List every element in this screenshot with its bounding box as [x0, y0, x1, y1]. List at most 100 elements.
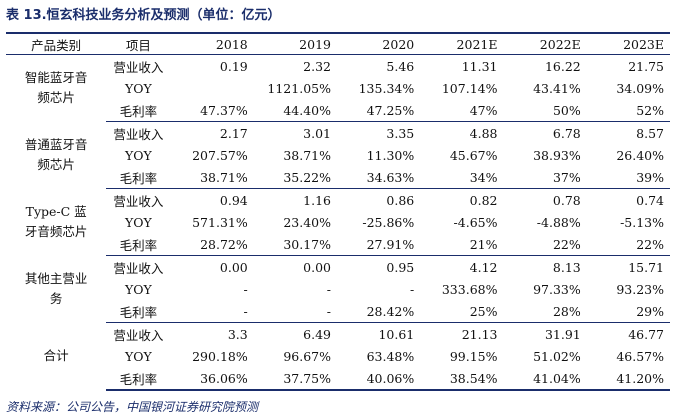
value-cell: 2.32: [303, 58, 331, 74]
header-cell-item: 项目: [106, 32, 171, 55]
value-cell: 22%: [503, 233, 587, 256]
value-cell: 3.01: [303, 125, 331, 141]
value-cell: 99.15%: [449, 348, 498, 364]
value-cell: 4.12: [469, 259, 498, 275]
table-row: 智能蓝牙音频芯片 营业收入 0.19 2.32 5.46 11.31 16.22 21.75: [6, 55, 670, 106]
value-cell: 2.17: [219, 125, 248, 141]
table-row: 毛利率 47.37% 44.40% 47.25% 47% 50% 52%: [6, 99, 670, 122]
table-row: YOY 571.31% 23.40% -25.86% -4.65% -4.88% -5.13…: [6, 211, 670, 233]
value-cell: 11.30%: [366, 147, 415, 163]
value-cell: 0.95: [386, 259, 415, 275]
value-cell: 11.31: [461, 58, 498, 74]
table-row: YOY 1121.05% 135.34% 107.14% 43.41% 34.09%: [6, 77, 670, 99]
value-cell: 97.33%: [533, 281, 581, 297]
table-row: 毛利率 36.06% 37.75% 40.06% 38.54% 41.04% 41.20%: [6, 367, 670, 391]
value-cell: 37%: [503, 166, 587, 189]
value-cell: 40.06%: [336, 367, 421, 391]
value-cell: 50%: [503, 99, 587, 122]
value-cell: 47.25%: [336, 99, 421, 122]
table-row: 毛利率 28.72% 30.17% 27.91% 21% 22% 22%: [6, 233, 670, 256]
value-cell: 29%: [586, 300, 670, 323]
item-cell: YOY: [125, 147, 152, 163]
value-cell: 31.91: [544, 326, 581, 342]
value-cell: 0.78: [552, 192, 581, 208]
table-row: 其他主营业务 营业收入 0.00 0.00 0.95 4.12 8.13 15.71: [6, 256, 670, 307]
value-cell: 43.41%: [533, 80, 581, 96]
item-cell: 营业收入: [113, 126, 164, 142]
value-cell: 0.00: [219, 259, 248, 275]
value-cell: 45.67%: [449, 147, 498, 163]
value-cell: 10.61: [378, 326, 415, 342]
value-cell: 6.78: [552, 125, 581, 141]
header-cell-2019: 2019: [253, 32, 337, 55]
value-cell: -4.88%: [536, 214, 581, 230]
value-cell: 16.22: [544, 58, 581, 74]
value-cell: 21.13: [461, 326, 498, 342]
category-cell: 合计: [43, 348, 69, 364]
value-cell: 35.22%: [253, 166, 337, 189]
value-cell: 34.09%: [616, 80, 664, 96]
value-cell: 27.91%: [336, 233, 421, 256]
value-cell: 0.19: [219, 58, 248, 74]
value-cell: 0.74: [636, 192, 664, 208]
value-cell: 8.57: [636, 125, 664, 141]
value-cell: -: [243, 281, 248, 297]
value-cell: 44.40%: [253, 99, 337, 122]
value-cell: 26.40%: [616, 147, 664, 163]
value-cell: 41.20%: [586, 367, 670, 391]
value-cell: 52%: [586, 99, 670, 122]
header-cell-2022e: 2022E: [503, 32, 587, 55]
item-cell: 营业收入: [113, 260, 164, 276]
value-cell: 46.57%: [616, 348, 664, 364]
value-cell: 38.93%: [533, 147, 581, 163]
item-cell: 营业收入: [113, 327, 164, 343]
value-cell: 1121.05%: [267, 80, 331, 96]
value-cell: 63.48%: [366, 348, 415, 364]
value-cell: 1.16: [303, 192, 331, 208]
value-cell: -: [326, 281, 331, 297]
item-cell: 毛利率: [106, 233, 171, 256]
value-cell: 15.71: [628, 259, 664, 275]
value-cell: 207.57%: [192, 147, 248, 163]
item-cell: 毛利率: [106, 300, 171, 323]
category-cell: Type-C 蓝牙音频芯片: [24, 204, 88, 239]
value-cell: 3.3: [227, 326, 248, 342]
item-cell: YOY: [125, 348, 152, 364]
item-cell: 毛利率: [106, 166, 171, 189]
header-cell-2023e: 2023E: [586, 32, 670, 55]
value-cell: 5.46: [386, 58, 415, 74]
table-row: Type-C 蓝牙音频芯片 营业收入 0.94 1.16 0.86 0.82 0.78 0.7…: [6, 189, 670, 240]
value-cell: 23.40%: [283, 214, 331, 230]
value-cell: 0.86: [386, 192, 415, 208]
table-title: 表 13.恒玄科技业务分析及预测（单位：亿元）: [6, 8, 281, 23]
value-cell: 47%: [420, 99, 504, 122]
value-cell: 38.71%: [283, 147, 331, 163]
value-cell: 107.14%: [441, 80, 498, 96]
category-cell: 其他主营业务: [24, 271, 88, 306]
item-cell: 毛利率: [106, 367, 171, 391]
value-cell: 290.18%: [192, 348, 248, 364]
value-cell: 0.82: [469, 192, 498, 208]
value-cell: 333.68%: [441, 281, 498, 297]
category-cell: 智能蓝牙音频芯片: [24, 70, 88, 106]
item-cell: YOY: [125, 80, 152, 96]
item-cell: 毛利率: [106, 99, 171, 122]
value-cell: 28.72%: [170, 233, 254, 256]
category-cell: 普通蓝牙音频芯片: [24, 137, 88, 172]
value-cell: 571.31%: [192, 214, 248, 230]
value-cell: 36.06%: [170, 367, 254, 391]
value-cell: 46.77: [628, 326, 664, 342]
value-cell: 3.35: [386, 125, 415, 141]
value-cell: 38.71%: [170, 166, 254, 189]
value-cell: 34%: [420, 166, 504, 189]
table-row: 普通蓝牙音频芯片 营业收入 2.17 3.01 3.35 4.88 6.78 8.57: [6, 122, 670, 173]
header-cell-2021e: 2021E: [420, 32, 504, 55]
value-cell: 0.00: [303, 259, 331, 275]
value-cell: -4.65%: [453, 214, 498, 230]
table-row: YOY 207.57% 38.71% 11.30% 45.67% 38.93% 26.40%: [6, 144, 670, 166]
value-cell: 39%: [586, 166, 670, 189]
table-row: YOY 290.18% 96.67% 63.48% 99.15% 51.02% 46.57%: [6, 345, 670, 367]
value-cell: 96.67%: [283, 348, 331, 364]
financial-table: 产品类别 项目 2018 2019 2020 2021E 2022E 2023E…: [6, 32, 670, 391]
item-cell: 营业收入: [113, 193, 164, 209]
